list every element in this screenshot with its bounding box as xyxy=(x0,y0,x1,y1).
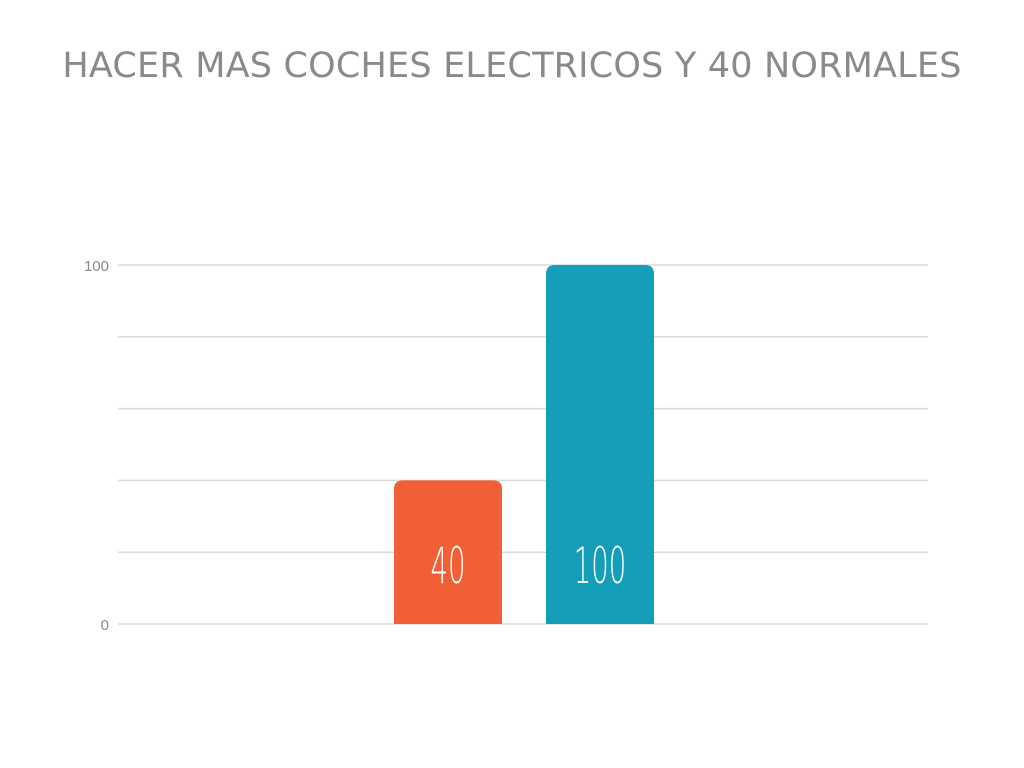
y-tick-label: 100 xyxy=(84,258,109,275)
data-labels: 40 100 xyxy=(431,537,627,595)
bars xyxy=(394,265,654,624)
bar xyxy=(546,265,654,624)
bar xyxy=(394,480,502,624)
y-axis-ticks: 0 100 xyxy=(84,258,109,634)
y-tick-label: 0 xyxy=(101,617,109,634)
gridlines xyxy=(118,264,928,625)
bar-value-label: 40 xyxy=(431,537,466,595)
bar-value-label: 100 xyxy=(574,537,626,595)
chart-title: HACER MAS COCHES ELECTRICOS Y 40 NORMALE… xyxy=(62,46,962,86)
